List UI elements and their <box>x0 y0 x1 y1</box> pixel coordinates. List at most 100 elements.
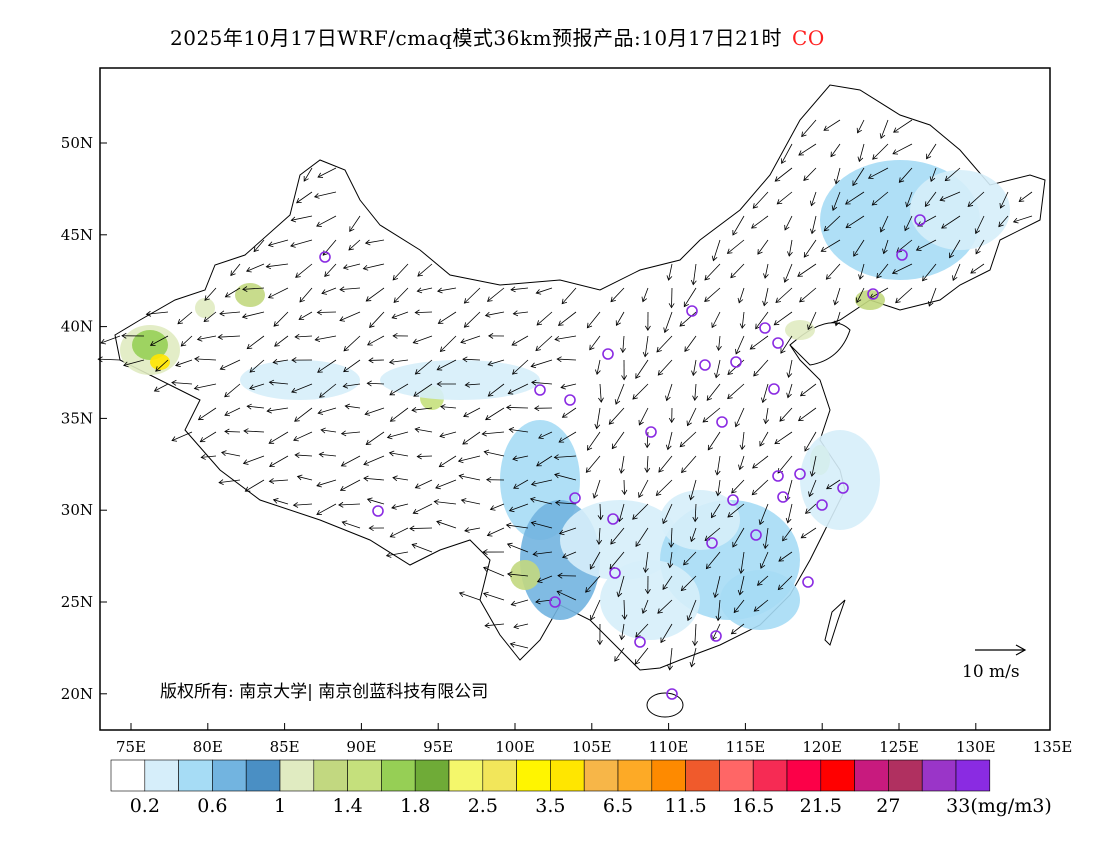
wind-arrow-head <box>437 318 444 324</box>
wind-arrow-shaft <box>224 407 241 416</box>
wind-arrow-shaft <box>975 239 985 254</box>
wind-arrow <box>975 239 985 255</box>
wind-arrow <box>586 311 601 329</box>
wind-arrow-shaft <box>798 143 817 156</box>
wind-arrow-head <box>437 287 443 294</box>
wind-arrow-shaft <box>893 119 913 133</box>
wind-arrow-head <box>668 417 675 424</box>
wind-arrow-shaft <box>635 623 649 638</box>
wind-arrow <box>536 575 553 583</box>
wind-arrow <box>409 525 433 532</box>
wind-arrow-shaft <box>585 575 601 593</box>
wind-arrow <box>786 359 793 378</box>
wind-arrow-head <box>853 251 859 257</box>
wind-arrow <box>967 191 985 207</box>
wind-arrow <box>587 431 601 451</box>
wind-arrow-shaft <box>488 383 505 397</box>
wind-arrow-head <box>803 175 809 181</box>
wind-arrow-head <box>663 327 669 334</box>
wind-arrow-head <box>657 608 663 614</box>
wind-arrow-head <box>614 656 620 662</box>
wind-arrow <box>268 379 289 386</box>
wind-arrow-head <box>852 180 858 187</box>
wind-arrow <box>321 287 337 295</box>
wind-arrow <box>464 381 481 388</box>
wind-arrow-shaft <box>482 431 505 435</box>
wind-arrow <box>641 287 649 303</box>
wind-arrow <box>439 335 457 353</box>
wind-arrow-shaft <box>386 551 409 557</box>
wind-arrow <box>726 239 745 254</box>
wind-arrow <box>483 566 505 577</box>
wind-arrow <box>484 311 505 318</box>
wind-arrow <box>898 167 913 183</box>
wind-arrow-shaft <box>832 191 841 211</box>
wind-arrow-head <box>684 346 690 353</box>
wind-arrow-head <box>269 461 275 468</box>
wind-arrow-head <box>530 480 537 487</box>
wind-arrow <box>853 239 865 257</box>
wind-arrow <box>686 599 697 622</box>
wind-arrow-head <box>706 395 712 401</box>
wind-arrow-head <box>290 242 296 248</box>
colorbar-label: 33(mg/m3) <box>946 795 1052 817</box>
wind-arrow-shaft <box>694 383 697 401</box>
city-marker <box>699 359 711 371</box>
wind-arrow <box>341 520 361 529</box>
wind-arrow-shaft <box>876 263 889 279</box>
wind-arrow-shaft <box>224 383 241 398</box>
wind-arrow <box>733 599 745 614</box>
wind-arrow <box>460 335 481 344</box>
wind-arrow <box>662 503 673 525</box>
wind-arrow-head <box>801 131 807 138</box>
wind-arrow-head <box>786 392 792 399</box>
wind-arrow-shaft <box>784 263 793 283</box>
wind-arrow-head <box>273 321 280 327</box>
wind-arrow-shaft <box>741 311 745 329</box>
wind-arrow-head <box>711 512 717 519</box>
colorbar-label: 3.5 <box>535 795 566 817</box>
wind-arrow <box>927 287 937 307</box>
lon-label: 85E <box>270 738 300 756</box>
wind-arrow <box>823 215 841 232</box>
wind-arrow-head <box>594 423 601 430</box>
wind-arrow <box>893 119 913 133</box>
wind-arrow <box>348 239 361 251</box>
city-marker <box>645 426 657 438</box>
wind-arrow <box>365 431 385 445</box>
wind-arrow-head <box>778 556 784 562</box>
concentration-patch <box>380 360 540 400</box>
colorbar-label: 0.6 <box>197 795 228 817</box>
wind-arrow <box>538 431 553 440</box>
wind-arrow-head <box>554 472 560 479</box>
wind-arrow-head <box>268 438 275 444</box>
wind-arrow-head <box>246 403 252 410</box>
wind-arrow-shaft <box>155 359 169 372</box>
wind-arrow <box>915 239 937 251</box>
wind-arrow-head <box>460 338 466 344</box>
wind-arrow-shaft <box>269 381 289 385</box>
wind-arrow-shaft <box>483 567 505 577</box>
wind-arrow-shaft <box>741 431 745 450</box>
wind-arrow <box>797 263 817 277</box>
wind-arrow-head <box>785 517 792 524</box>
wind-arrow-shaft <box>296 191 313 204</box>
wind-arrow-shaft <box>366 287 385 302</box>
wind-arrow-shaft <box>753 359 769 377</box>
wind-arrow-shaft <box>349 215 361 232</box>
wind-arrow <box>556 356 577 363</box>
city-marker <box>716 416 728 428</box>
wind-arrow <box>177 311 193 325</box>
wind-arrow-head <box>458 591 465 597</box>
wind-arrow-shaft <box>634 647 649 665</box>
wind-arrow-shaft <box>644 335 649 357</box>
wind-arrow <box>460 498 481 505</box>
wind-arrow <box>203 311 217 323</box>
wind-arrow <box>535 287 553 295</box>
wind-arrow-shaft <box>706 551 721 569</box>
wind-arrow <box>509 641 529 649</box>
wind-arrow-shaft <box>706 383 721 401</box>
wind-arrow <box>123 359 145 368</box>
wind-arrow-shaft <box>735 407 745 427</box>
wind-arrow-head <box>203 316 210 323</box>
